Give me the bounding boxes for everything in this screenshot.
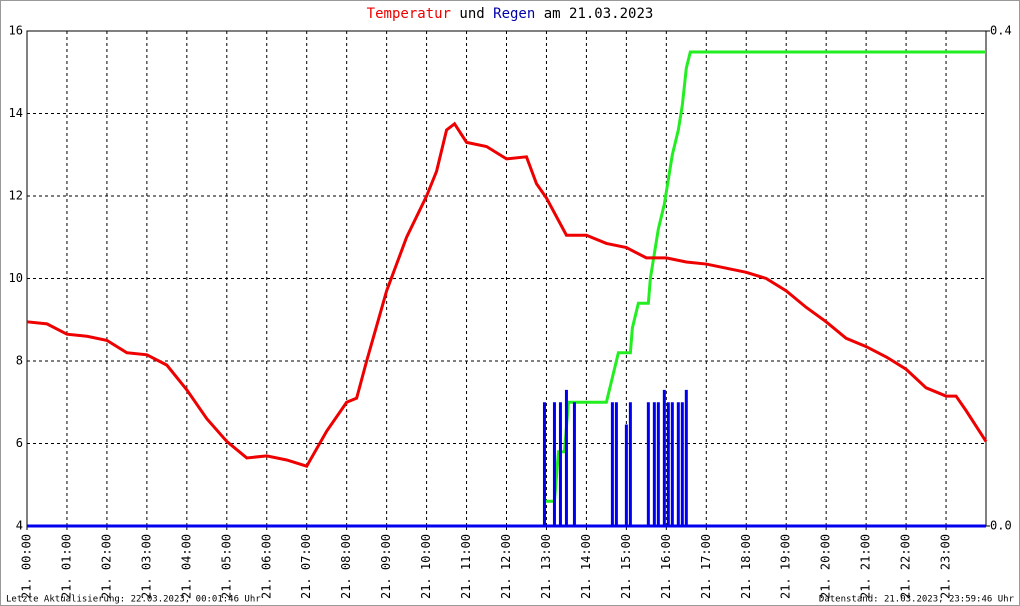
y2-tick-label: 0.0 <box>990 519 1012 533</box>
y-tick-label: 12 <box>9 189 23 203</box>
x-tick-label: 21. 05:00 <box>219 534 233 599</box>
x-tick-label: 21. 06:00 <box>259 534 273 599</box>
series-line <box>26 121 988 468</box>
x-tick-label: 21. 22:00 <box>899 534 913 599</box>
y-tick-label: 8 <box>16 354 23 368</box>
x-tick-label: 21. 09:00 <box>379 534 393 599</box>
rain-bar <box>558 402 562 526</box>
x-tick-label: 21. 11:00 <box>459 534 473 599</box>
footer-left: Letzte Aktualisierung: 22.03.2023, 00:01… <box>6 595 261 605</box>
x-tick-label: 21. 07:00 <box>299 534 313 599</box>
y-tick-label: 14 <box>9 106 23 120</box>
rain-bar <box>680 402 684 526</box>
rain-bar <box>666 402 670 526</box>
x-tick-label: 21. 02:00 <box>99 534 113 599</box>
x-tick-label: 21. 20:00 <box>819 534 833 599</box>
x-tick-label: 21. 10:00 <box>419 534 433 599</box>
rain-bar <box>662 389 666 526</box>
x-tick-label: 21. 03:00 <box>139 534 153 599</box>
y-tick-label: 16 <box>9 24 23 38</box>
rain-bar <box>614 402 618 526</box>
rain-bar <box>628 402 632 526</box>
rain-bar <box>652 402 656 526</box>
rain-bar <box>564 389 568 526</box>
rain-bar <box>610 402 614 526</box>
chart-title: Temperatur und Regen am 21.03.2023 <box>367 6 654 22</box>
footer-right: Datenstand: 21.03.2023, 23:59:46 Uhr <box>819 595 1015 605</box>
rain-bar <box>646 402 650 526</box>
rain-bar <box>684 389 688 526</box>
x-tick-label: 21. 01:00 <box>59 534 73 599</box>
x-tick-label: 21. 04:00 <box>179 534 193 599</box>
rain-bar <box>656 402 660 526</box>
rain-bar <box>552 402 556 526</box>
series-line <box>27 50 986 528</box>
rain-bar <box>542 402 546 526</box>
title-rain: Regen <box>493 6 535 22</box>
x-tick-label: 21. 12:00 <box>499 534 513 599</box>
x-tick-label: 21. 17:00 <box>699 534 713 599</box>
x-tick-label: 21. 16:00 <box>659 534 673 599</box>
x-tick-label: 21. 08:00 <box>339 534 353 599</box>
x-tick-label: 21. 13:00 <box>539 534 553 599</box>
title-connector: und <box>459 6 484 22</box>
x-tick-label: 21. 18:00 <box>739 534 753 599</box>
x-tick-label: 21. 23:00 <box>939 534 953 599</box>
rain-bar <box>676 402 680 526</box>
rain-bar <box>624 424 628 526</box>
rain-bar <box>572 402 576 526</box>
y-tick-label: 4 <box>16 519 23 533</box>
x-tick-label: 21. 21:00 <box>859 534 873 599</box>
rain-bar <box>670 402 674 526</box>
y-tick-label: 6 <box>16 436 23 450</box>
y-tick-label: 10 <box>9 271 23 285</box>
x-tick-label: 21. 15:00 <box>619 534 633 599</box>
title-date: am 21.03.2023 <box>544 6 654 22</box>
title-temp: Temperatur <box>367 6 451 22</box>
x-tick-label: 21. 00:00 <box>20 534 34 599</box>
x-tick-label: 21. 14:00 <box>579 534 593 599</box>
x-tick-label: 21. 19:00 <box>779 534 793 599</box>
y2-tick-label: 0.4 <box>990 24 1012 38</box>
